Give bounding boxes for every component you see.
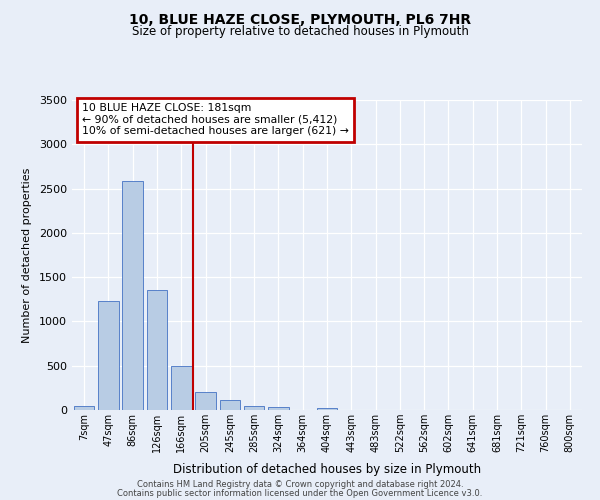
Bar (98, 301, 119, 410)
Bar (74, 406, 94, 410)
Bar (122, 180, 143, 410)
Bar (195, 392, 216, 410)
Bar (146, 290, 167, 410)
X-axis label: Distribution of detached houses by size in Plymouth: Distribution of detached houses by size … (173, 464, 481, 476)
Text: Contains HM Land Registry data © Crown copyright and database right 2024.: Contains HM Land Registry data © Crown c… (137, 480, 463, 489)
Y-axis label: Number of detached properties: Number of detached properties (22, 168, 32, 342)
Text: Contains public sector information licensed under the Open Government Licence v3: Contains public sector information licen… (118, 488, 482, 498)
Bar (171, 366, 191, 410)
Text: 10 BLUE HAZE CLOSE: 181sqm
← 90% of detached houses are smaller (5,412)
10% of s: 10 BLUE HAZE CLOSE: 181sqm ← 90% of deta… (82, 103, 349, 136)
Text: 10, BLUE HAZE CLOSE, PLYMOUTH, PL6 7HR: 10, BLUE HAZE CLOSE, PLYMOUTH, PL6 7HR (129, 12, 471, 26)
Bar (220, 400, 240, 410)
Bar (268, 408, 289, 410)
Text: Size of property relative to detached houses in Plymouth: Size of property relative to detached ho… (131, 25, 469, 38)
Bar (317, 408, 337, 410)
Bar (244, 406, 265, 410)
